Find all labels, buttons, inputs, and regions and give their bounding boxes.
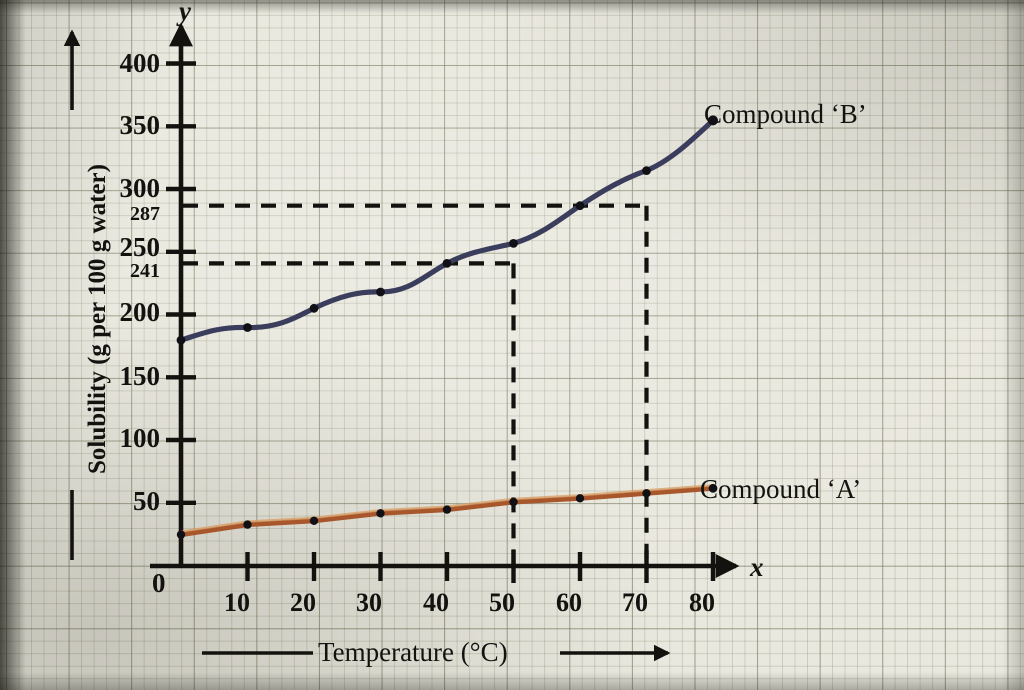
x-tick-label-70: 70 <box>622 588 648 617</box>
x-tick-label-10: 10 <box>224 588 250 617</box>
x-axis-title: Temperature (°C) <box>318 637 508 667</box>
x-tick-label-40: 40 <box>423 588 449 617</box>
y-tick-label-300: 300 <box>119 173 161 203</box>
series-points-compound-a <box>176 483 718 539</box>
y-axis-ticks <box>166 61 196 505</box>
series-line-compound-b <box>178 117 716 343</box>
legend-label-compound-b: Compound ‘B’ <box>704 99 867 129</box>
y-tick-label-100: 100 <box>119 423 161 453</box>
annotation-dashed-lines <box>183 203 649 564</box>
series-points-compound-b <box>176 115 718 345</box>
y-tick-label-287: 287 <box>130 203 160 225</box>
legend-label-compound-a: Compound ‘A’ <box>700 474 862 504</box>
x-tick-label-80: 80 <box>689 588 715 617</box>
x-tick-label-30: 30 <box>356 588 382 617</box>
x-axis-symbol: x <box>750 552 764 582</box>
y-tick-label-50: 50 <box>133 486 160 516</box>
origin-label: 0 <box>152 568 166 598</box>
y-tick-label-250: 250 <box>119 232 161 262</box>
y-tick-label-241: 241 <box>130 260 160 282</box>
x-tick-label-60: 60 <box>556 588 582 617</box>
x-tick-label-20: 20 <box>290 588 316 617</box>
x-tick-label-50: 50 <box>489 588 515 617</box>
y-axis-symbol: y <box>179 0 191 26</box>
y-tick-label-350: 350 <box>119 110 161 140</box>
y-axis-title: Solubility (g per 100 g water) <box>84 164 111 474</box>
y-tick-label-200: 200 <box>119 297 161 327</box>
y-tick-label-150: 150 <box>119 361 161 391</box>
y-tick-label-400: 400 <box>119 48 161 78</box>
